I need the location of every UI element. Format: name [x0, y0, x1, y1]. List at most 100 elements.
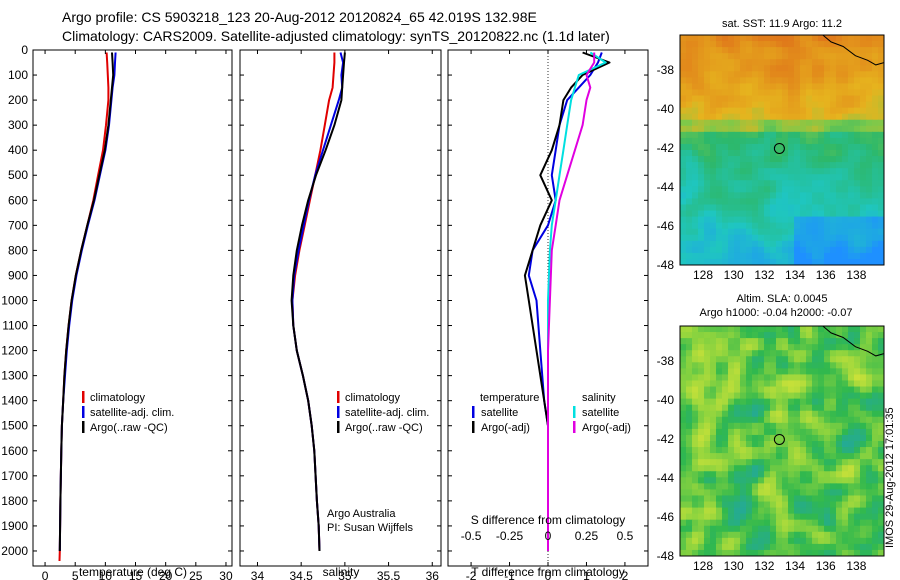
map-cell	[866, 410, 873, 418]
map-cell	[824, 519, 831, 527]
map-cell	[878, 101, 884, 109]
map-cell	[860, 549, 867, 556]
map-cell	[824, 513, 831, 521]
map-cell	[746, 216, 753, 224]
map-cell	[734, 35, 741, 42]
x-tick-label: 36	[426, 569, 440, 580]
map-cell	[722, 89, 729, 97]
map-cell	[854, 507, 861, 515]
map-cell	[854, 513, 861, 521]
map-cell	[860, 332, 867, 339]
map-cell	[764, 222, 771, 230]
map-cell	[758, 35, 765, 42]
map-cell	[776, 356, 783, 363]
map-cell	[830, 483, 837, 491]
map-cell	[692, 513, 699, 521]
map-cell	[752, 374, 759, 382]
map-cell	[692, 501, 699, 509]
map-cell	[830, 459, 837, 466]
map-cell	[722, 410, 729, 418]
map-cell	[704, 180, 711, 187]
map-cell	[704, 404, 711, 412]
map-cell	[764, 77, 771, 85]
map-cell	[770, 362, 777, 369]
map-cell	[734, 368, 741, 376]
map-cell	[818, 131, 825, 139]
map-cell	[710, 162, 717, 169]
map-cell	[686, 137, 693, 145]
map-cell	[692, 59, 699, 66]
map-cell	[734, 404, 741, 412]
map-cell	[842, 428, 849, 436]
map-cell	[836, 125, 843, 133]
map-cell	[770, 125, 777, 133]
map-cell	[758, 332, 765, 339]
map-cell	[860, 198, 867, 206]
map-cell	[776, 101, 783, 109]
map-cell	[782, 392, 789, 400]
map-cell	[704, 246, 711, 254]
map-cell	[680, 483, 687, 491]
map-cell	[782, 531, 789, 539]
map-cell	[686, 356, 693, 363]
map-cell	[698, 501, 705, 509]
map-cell	[806, 380, 813, 388]
map-cell	[788, 113, 795, 121]
map-cell	[758, 489, 765, 497]
map-cell	[812, 59, 819, 66]
map-cell	[716, 47, 723, 54]
salinity-series-climatology	[291, 52, 336, 552]
map-cell	[788, 380, 795, 388]
map-cell	[788, 89, 795, 97]
map-cell	[758, 71, 765, 78]
map-cell	[704, 107, 711, 115]
map-cell	[836, 143, 843, 151]
map-cell	[746, 83, 753, 91]
map-cell	[758, 162, 765, 169]
map-cell	[710, 186, 717, 193]
map-cell	[782, 428, 789, 436]
map-cell	[692, 222, 699, 230]
map-cell	[710, 83, 717, 91]
map-cell	[728, 89, 735, 97]
map-cell	[752, 398, 759, 406]
map-cell	[764, 465, 771, 472]
map-cell	[800, 53, 807, 60]
map-cell	[710, 192, 717, 200]
map-cell	[860, 422, 867, 430]
map-cell	[794, 65, 801, 72]
map-cell	[704, 483, 711, 491]
map-cell	[716, 356, 723, 363]
map-cell	[872, 101, 879, 109]
map-cell	[710, 471, 717, 478]
map-cell	[794, 228, 801, 236]
map-cell	[746, 222, 753, 230]
map-cell	[806, 150, 813, 157]
map-cell	[758, 186, 765, 193]
map-cell	[716, 368, 723, 376]
map-cell	[740, 338, 747, 345]
map-cell	[788, 374, 795, 382]
map-cell	[704, 332, 711, 339]
map-cell	[800, 77, 807, 85]
map-cell	[776, 137, 783, 145]
map-cell	[704, 174, 711, 181]
s-diff-tick-label: -0.5	[461, 529, 482, 543]
map-cell	[734, 150, 741, 157]
map-cell	[698, 168, 705, 175]
map-cell	[872, 137, 879, 145]
map-cell	[764, 246, 771, 254]
map-cell	[842, 416, 849, 424]
y-tick-label: 500	[8, 168, 28, 182]
map-cell	[848, 344, 855, 351]
y-tick-label: 1900	[1, 519, 28, 533]
map-cell	[872, 380, 879, 388]
map-cell	[740, 150, 747, 157]
map-cell	[860, 338, 867, 345]
map-cell	[872, 240, 879, 248]
map-cell	[746, 210, 753, 218]
map-cell	[722, 234, 729, 242]
map-cell	[728, 344, 735, 351]
map-cell	[806, 240, 813, 248]
map-cell	[878, 198, 884, 206]
